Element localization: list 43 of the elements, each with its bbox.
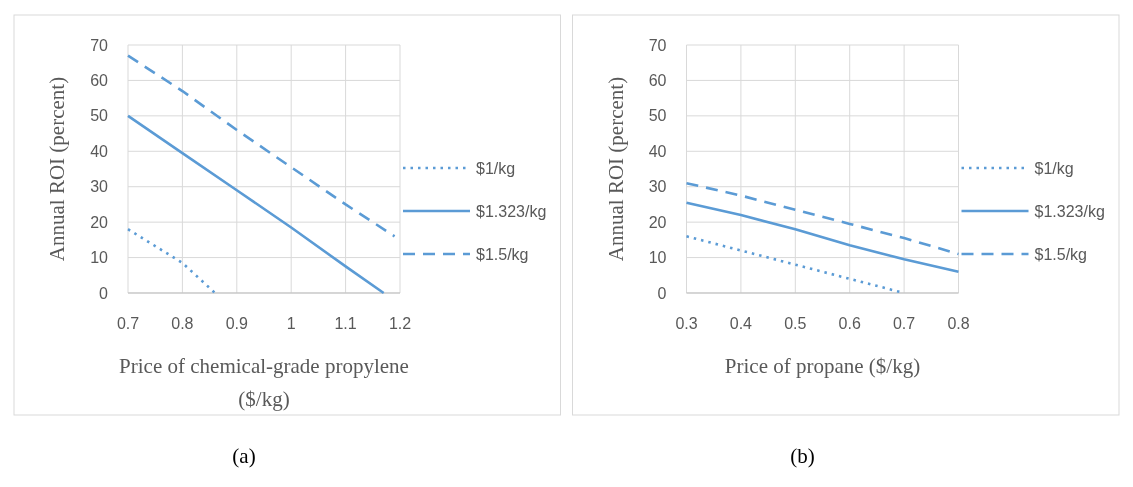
y-tick-label: 20 [90,213,109,231]
y-tick-label: 70 [90,36,109,54]
x-tick-label: 0.8 [171,315,194,332]
x-tick-label: 0.8 [947,315,970,332]
legend-label: $1.323/kg [1034,202,1105,220]
y-tick-label: 10 [90,249,109,267]
y-tick-label: 20 [648,213,667,231]
line-series [126,54,396,238]
text: (a) [232,444,256,468]
x-tick-label: 0.5 [784,315,807,332]
x-tick-label: 1.2 [388,315,412,332]
x-axis-title: Price of chemical-grade propylene ($/kg) [119,354,409,411]
x-tick-label: 0.7 [116,315,140,332]
y-tick-label: 50 [648,107,667,125]
legend-label: $1/kg [476,159,516,177]
y-axis-title: Annual ROI (percent) [45,76,69,262]
y-tick-label: 0 [99,284,109,302]
x-tick-label: 0.4 [729,315,753,332]
y-axis-title: Annual ROI (percent) [603,76,628,262]
line-series [126,114,385,295]
y-tick-label: 50 [90,107,109,125]
y-tick-label: 10 [648,249,667,267]
text: (b) [790,444,815,468]
x-tick-label: 1.1 [334,315,357,332]
x-tick-label: 0.3 [675,315,698,332]
x-tick-label: 0.9 [225,315,249,332]
y-tick-label: 30 [90,178,109,196]
legend-label: $1/kg [1034,159,1074,177]
y-tick-label: 70 [648,36,667,54]
x-axis-title: Price of propane ($/kg) [724,354,921,378]
line-series [685,201,960,274]
x-tick-label: 0.6 [838,315,861,332]
y-tick-label: 40 [648,142,667,160]
x-tick-label: 0.7 [892,315,916,332]
legend-label: $1.5/kg [1034,245,1087,263]
y-tick-label: 60 [90,72,109,90]
y-tick-label: 0 [657,284,667,302]
legend-label: $1.5/kg [476,245,529,263]
legend-label: $1.323/kg [476,202,547,220]
y-tick-label: 60 [648,72,667,90]
y-tick-label: 40 [90,142,109,160]
x-tick-label: 1 [286,315,296,332]
y-tick-label: 30 [648,178,667,196]
